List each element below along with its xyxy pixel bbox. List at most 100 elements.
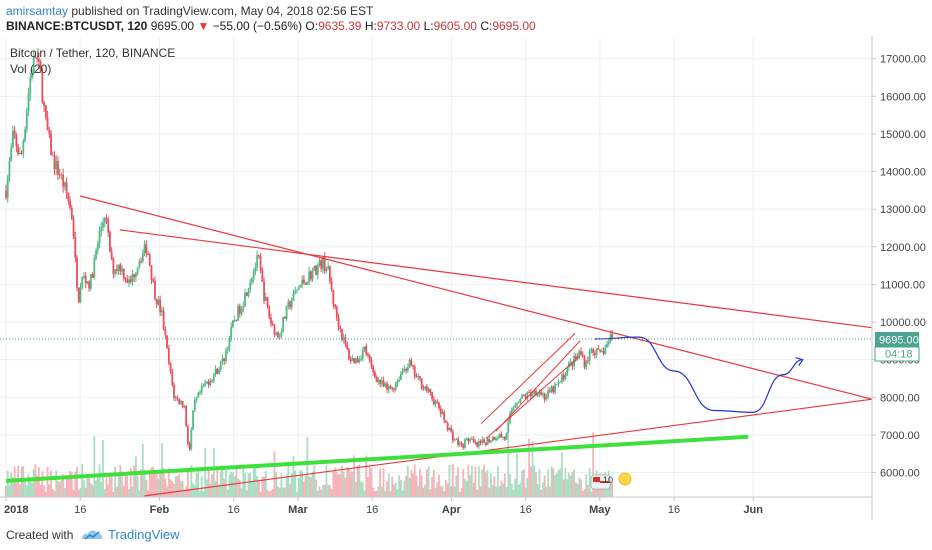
volume-bar xyxy=(398,475,401,497)
candle-body xyxy=(320,260,323,269)
candle-body xyxy=(174,397,177,399)
symbol-label[interactable]: BINANCE:BTCUSDT, 120 xyxy=(6,19,148,33)
candle-body xyxy=(76,257,78,288)
last-price: 9695.00 xyxy=(150,19,195,33)
volume-bar xyxy=(206,479,208,497)
candle-body xyxy=(135,273,137,277)
candle-body xyxy=(479,441,482,443)
candle-body xyxy=(150,265,153,280)
candle-body xyxy=(604,347,607,354)
candle-body xyxy=(216,368,219,374)
time-axis[interactable]: 2018 16 Feb 16 Mar 16 Apr 16 May 16 Jun xyxy=(4,497,763,516)
y-tick-label: 12000.00 xyxy=(880,242,926,254)
volume-bar xyxy=(50,470,52,497)
candle-body xyxy=(521,395,524,399)
volume-bar xyxy=(70,471,73,497)
candle-body xyxy=(84,275,87,284)
volume-bar xyxy=(245,490,248,497)
y-tick-label: 6000.00 xyxy=(880,468,920,480)
candle-body xyxy=(289,301,291,308)
candle-body xyxy=(363,346,366,351)
candle-body xyxy=(580,351,582,355)
volume-bar xyxy=(316,490,319,497)
candle-body xyxy=(358,359,361,362)
volume-bar xyxy=(529,466,532,497)
volume-bar xyxy=(145,479,148,497)
volume-bar xyxy=(483,464,485,497)
volume-bar xyxy=(195,472,198,497)
volume-bar xyxy=(330,488,333,497)
candle-body xyxy=(53,155,56,170)
volume-legend: Vol (20) xyxy=(10,62,51,76)
candle-body xyxy=(13,130,16,136)
volume-bar xyxy=(138,490,141,497)
volume-bar xyxy=(408,478,411,497)
volume-bar xyxy=(588,468,591,497)
volume-bar xyxy=(135,456,137,497)
price-axis[interactable]: 6000.007000.008000.009000.0010000.001100… xyxy=(872,54,926,480)
volume-bar xyxy=(199,490,201,497)
volume-bar xyxy=(237,478,239,497)
volume-bar xyxy=(590,491,593,497)
candle-body xyxy=(50,133,52,156)
candle-body xyxy=(240,309,243,314)
candle-body xyxy=(538,392,541,395)
volume-bar xyxy=(507,429,510,497)
volume-bar xyxy=(140,469,142,497)
volume-bar xyxy=(126,472,129,497)
candle-body xyxy=(581,354,584,358)
candle-body xyxy=(200,385,203,393)
volume-bar xyxy=(251,480,253,497)
candle-body xyxy=(516,402,518,405)
volume-bar xyxy=(413,464,416,497)
candle-body xyxy=(112,258,115,274)
y-tick-label: 8000.00 xyxy=(880,392,920,404)
candle-body xyxy=(600,351,603,353)
candle-body xyxy=(425,386,428,392)
candle-body xyxy=(477,441,480,447)
price-chart[interactable]: 6000.007000.008000.009000.0010000.001100… xyxy=(0,36,932,520)
volume-bar xyxy=(533,465,536,497)
candle-body xyxy=(514,404,517,408)
volume-bar xyxy=(136,476,139,497)
volume-bar xyxy=(162,467,165,497)
volume-bar xyxy=(223,478,226,497)
volume-bar xyxy=(479,486,482,497)
candle-body xyxy=(39,61,42,73)
candle-body xyxy=(422,388,425,389)
volume-bar xyxy=(550,466,553,497)
volume-bar xyxy=(354,482,357,497)
candle-body xyxy=(349,359,352,362)
event-markers[interactable]: 10 xyxy=(590,472,632,490)
volume-bar xyxy=(410,469,413,497)
volume-bar xyxy=(587,484,589,497)
close-label: C: xyxy=(480,19,493,33)
candle-body xyxy=(233,320,236,322)
tradingview-logo-icon[interactable] xyxy=(80,527,104,543)
candle-body xyxy=(283,317,286,319)
high-label: H: xyxy=(364,19,377,33)
volume-bar xyxy=(526,478,529,497)
candle-body xyxy=(493,436,496,441)
candle-body xyxy=(346,344,349,350)
volume-bar xyxy=(303,481,305,497)
tradingview-brand[interactable]: TradingView xyxy=(108,527,180,542)
candle-body xyxy=(185,406,188,427)
candle-body xyxy=(341,329,343,340)
candle-body xyxy=(424,386,427,389)
volume-bar xyxy=(133,465,136,497)
candle-body xyxy=(606,343,608,348)
volume-bar xyxy=(445,479,447,497)
volume-bar xyxy=(299,470,302,497)
candle-body xyxy=(465,438,468,440)
candle-body xyxy=(192,410,194,430)
volume-bar xyxy=(244,473,246,497)
volume-bar xyxy=(322,485,324,497)
volume-bar xyxy=(193,485,196,497)
candle-body xyxy=(517,402,520,404)
candle-body xyxy=(173,384,175,399)
candle-body xyxy=(533,390,536,395)
author-link[interactable]: amirsamtay xyxy=(6,4,69,18)
volume-bar xyxy=(521,470,524,497)
volume-bar xyxy=(474,467,477,497)
